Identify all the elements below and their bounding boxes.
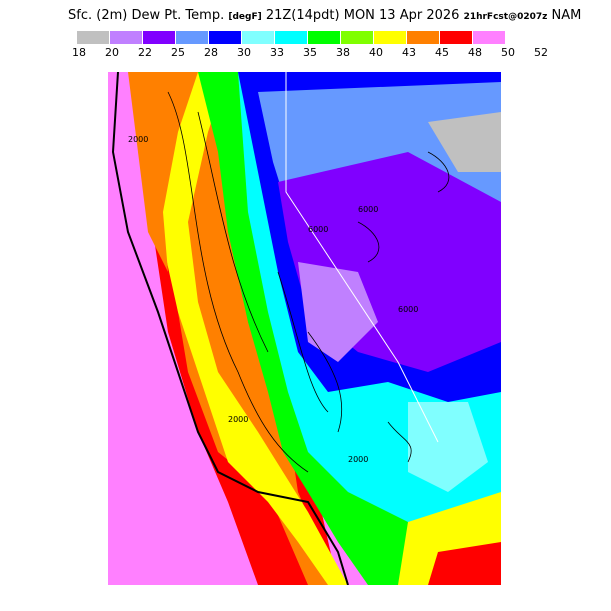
coastline	[111, 72, 349, 585]
gray-region	[428, 112, 501, 172]
legend-swatch	[473, 31, 505, 44]
lavender-region	[298, 262, 378, 362]
legend-tick-label: 50	[501, 46, 515, 59]
legend-swatch	[77, 31, 109, 44]
legend-swatch	[143, 31, 175, 44]
legend-tick-label: 35	[303, 46, 317, 59]
legend-tick-label: 43	[402, 46, 416, 59]
legend-tick-label: 52	[534, 46, 548, 59]
title-forecast: 21hrFcst@0207z	[463, 12, 548, 22]
legend-tick-label: 48	[468, 46, 482, 59]
orange-west	[138, 72, 198, 272]
title-variable: Sfc. (2m) Dew Pt. Temp.	[68, 8, 225, 23]
legend-ticks: 18 20 22 25 28 30 33 35 38 40 43 45 48 50 52	[67, 46, 557, 60]
legend-tick-label: 30	[237, 46, 251, 59]
color-legend	[77, 31, 506, 44]
legend-swatch	[374, 31, 406, 44]
light-cyan-region	[408, 402, 488, 492]
legend-swatch	[407, 31, 439, 44]
terrain-contours	[167, 91, 450, 473]
dewpoint-map: 2000 2000 6000 6000 6000 2000	[108, 72, 501, 585]
legend-tick-label: 33	[270, 46, 284, 59]
contour-label: 6000	[358, 205, 378, 214]
legend-swatch	[440, 31, 472, 44]
contour-label: 6000	[308, 225, 328, 234]
legend-tick-label: 20	[105, 46, 119, 59]
legend-swatch	[242, 31, 274, 44]
map-title: Sfc. (2m) Dew Pt. Temp. [degF] 21Z(14pdt…	[68, 8, 581, 23]
contour-label: 6000	[398, 305, 418, 314]
legend-swatch	[209, 31, 241, 44]
title-units: [degF]	[228, 12, 262, 22]
contour-label: 2000	[228, 415, 248, 424]
legend-swatch	[110, 31, 142, 44]
title-time: 21Z(14pdt) MON 13 Apr 2026	[265, 8, 460, 23]
legend-swatch	[275, 31, 307, 44]
legend-swatch	[341, 31, 373, 44]
state-border-ca-nv	[285, 72, 439, 443]
legend-tick-label: 38	[336, 46, 350, 59]
contour-label: 2000	[348, 455, 368, 464]
legend-tick-label: 22	[138, 46, 152, 59]
legend-tick-label: 40	[369, 46, 383, 59]
contour-label: 2000	[128, 135, 148, 144]
title-model: NAM	[551, 8, 582, 23]
legend-swatch	[176, 31, 208, 44]
legend-tick-label: 18	[72, 46, 86, 59]
red-southeast	[428, 542, 501, 585]
legend-tick-label: 45	[435, 46, 449, 59]
legend-tick-label: 25	[171, 46, 185, 59]
legend-swatch	[308, 31, 340, 44]
legend-tick-label: 28	[204, 46, 218, 59]
